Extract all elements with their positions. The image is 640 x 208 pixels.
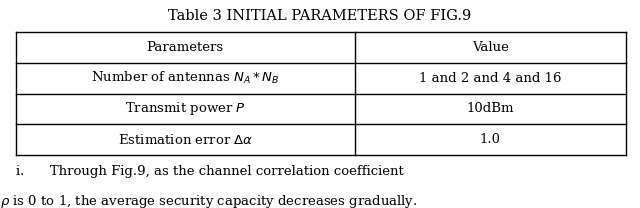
Text: 1 and 2 and 4 and 16: 1 and 2 and 4 and 16 (419, 72, 561, 85)
Text: i.      Through Fig.9, as the channel correlation coefficient: i. Through Fig.9, as the channel correla… (16, 165, 404, 178)
Text: 10dBm: 10dBm (467, 102, 514, 115)
Text: Number of antennas $N_A*N_B$: Number of antennas $N_A*N_B$ (91, 70, 280, 86)
Text: $\rho$ is 0 to 1, the average security capacity decreases gradually.: $\rho$ is 0 to 1, the average security c… (0, 193, 417, 208)
Text: Value: Value (472, 41, 509, 54)
Text: Parameters: Parameters (147, 41, 224, 54)
Text: Estimation error $\Delta\alpha$: Estimation error $\Delta\alpha$ (118, 133, 253, 147)
Text: 1.0: 1.0 (480, 133, 500, 146)
Text: Transmit power $P$: Transmit power $P$ (125, 100, 246, 118)
Text: Table 3 INITIAL PARAMETERS OF FIG.9: Table 3 INITIAL PARAMETERS OF FIG.9 (168, 9, 472, 23)
